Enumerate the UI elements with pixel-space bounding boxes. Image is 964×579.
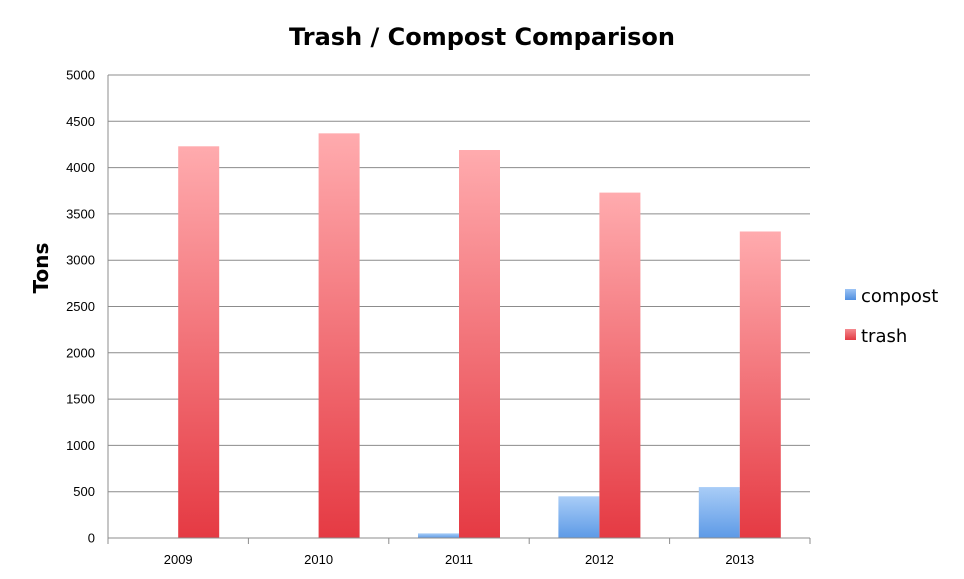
- legend-swatch-trash: [845, 329, 856, 340]
- bar-trash-2013: [739, 231, 781, 538]
- y-tick-label: 4000: [66, 160, 95, 175]
- x-tick-label: 2013: [725, 552, 754, 567]
- x-tick-label: 2011: [445, 552, 473, 567]
- y-tick-label: 3000: [66, 253, 95, 268]
- bar-trash-2009: [178, 146, 220, 538]
- bars-layer: [108, 133, 810, 539]
- y-tick-label: 3500: [66, 206, 95, 221]
- ticks-layer: 0 500 1000 1500 2000 2500 3000 3500 4000 4500 5000…: [66, 68, 754, 568]
- chart-title: Trash / Compost Comparison: [289, 23, 675, 51]
- y-axis-label: Tons: [29, 243, 53, 294]
- y-tick-label: 2500: [66, 299, 95, 314]
- x-tick-label: 2009: [164, 552, 193, 567]
- bar-trash-2012: [599, 192, 641, 539]
- y-tick-label: 500: [73, 484, 95, 499]
- y-tick-label: 2000: [66, 345, 95, 360]
- bar-compost-2012: [558, 496, 600, 538]
- bar-trash-2010: [318, 133, 360, 538]
- bar-trash-2011: [459, 150, 500, 539]
- x-tick-label: 2010: [304, 552, 333, 567]
- legend-swatch-compost: [845, 289, 856, 300]
- y-tick-label: 0: [88, 531, 95, 546]
- y-tick-label: 4500: [66, 114, 95, 129]
- y-tick-label: 5000: [66, 68, 95, 83]
- y-tick-label: 1000: [66, 438, 95, 453]
- bar-compost-2013: [698, 487, 740, 538]
- x-tick-label: 2012: [585, 552, 614, 567]
- legend-label-compost: compost: [861, 286, 938, 307]
- legend-label-trash: trash: [861, 326, 907, 347]
- y-tick-label: 1500: [66, 392, 95, 407]
- bar-compost-2011: [418, 533, 459, 538]
- legend: compost trash: [845, 286, 938, 347]
